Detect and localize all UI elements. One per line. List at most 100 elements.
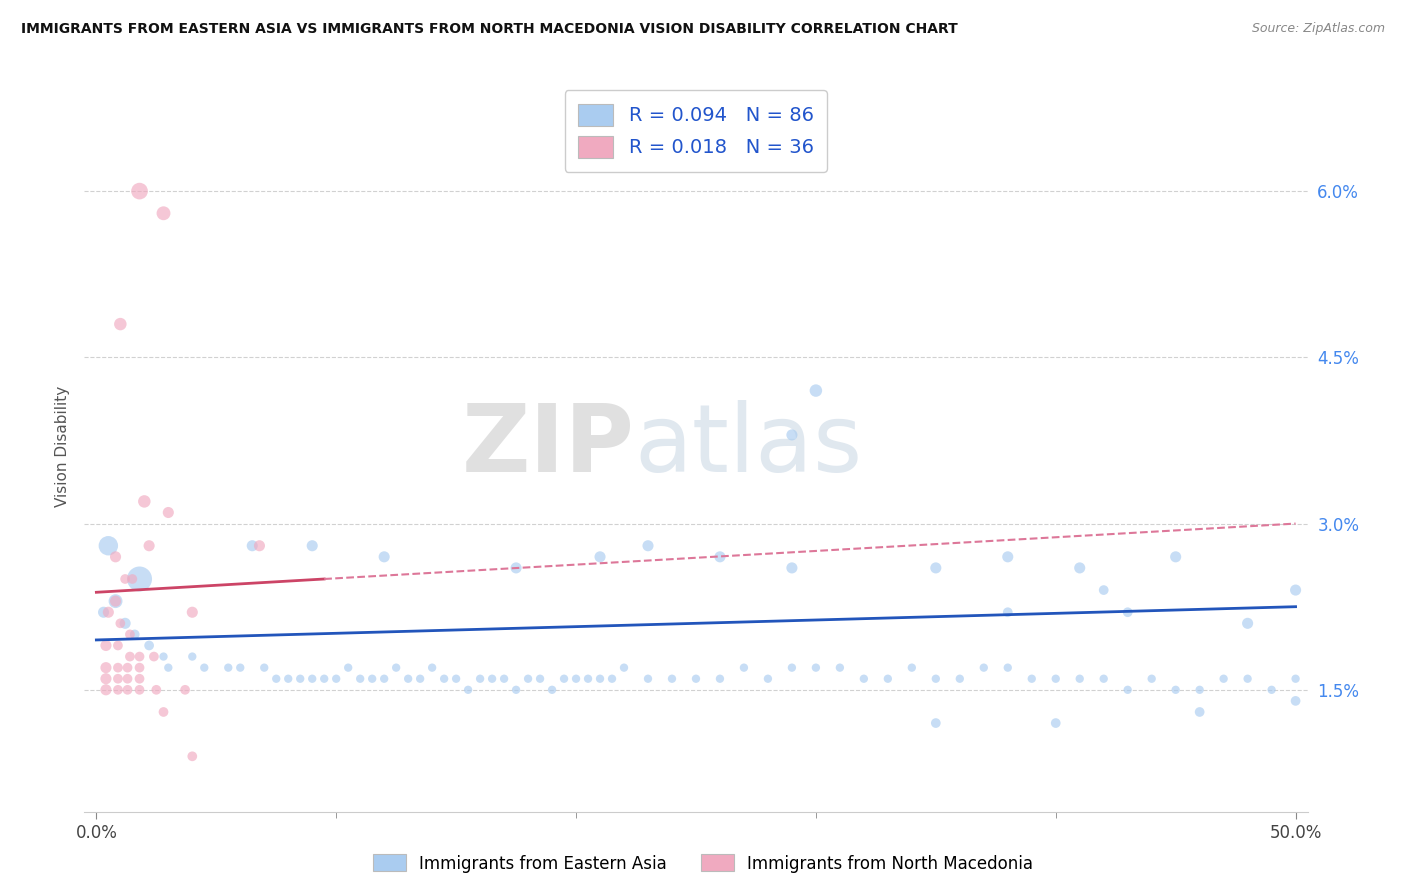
Point [240, 539, 263, 553]
Point [997, 605, 1019, 619]
Point [94, 672, 117, 686]
Point [973, 660, 995, 674]
Point [157, 506, 180, 520]
Point [107, 672, 129, 686]
Point [134, 494, 156, 508]
Point [852, 672, 875, 686]
Point [637, 539, 659, 553]
Point [104, 594, 127, 608]
Point [444, 672, 467, 686]
Point [589, 672, 612, 686]
Point [733, 660, 755, 674]
Point [107, 639, 129, 653]
Point [529, 672, 551, 686]
Text: atlas: atlas [636, 400, 863, 492]
Point [433, 672, 456, 686]
Point [804, 660, 827, 674]
Point [128, 649, 150, 664]
Point [128, 672, 150, 686]
Point [1116, 682, 1139, 697]
Point [1069, 672, 1091, 686]
Point [925, 672, 948, 686]
Point [121, 572, 143, 586]
Point [1284, 583, 1306, 598]
Point [1116, 605, 1139, 619]
Point [301, 672, 323, 686]
Point [181, 605, 204, 619]
Point [1164, 549, 1187, 564]
Point [828, 660, 851, 674]
Point [804, 384, 827, 398]
Point [481, 672, 503, 686]
Point [193, 660, 215, 674]
Point [229, 660, 252, 674]
Point [1045, 672, 1067, 686]
Legend: Immigrants from Eastern Asia, Immigrants from North Macedonia: Immigrants from Eastern Asia, Immigrants… [366, 847, 1040, 880]
Text: Source: ZipAtlas.com: Source: ZipAtlas.com [1251, 22, 1385, 36]
Point [128, 184, 150, 198]
Point [174, 682, 197, 697]
Text: ZIP: ZIP [463, 400, 636, 492]
Point [97, 539, 120, 553]
Point [637, 672, 659, 686]
Point [138, 539, 160, 553]
Point [457, 682, 479, 697]
Point [107, 660, 129, 674]
Point [181, 749, 204, 764]
Point [104, 594, 127, 608]
Point [373, 549, 395, 564]
Point [1021, 672, 1043, 686]
Point [361, 672, 384, 686]
Point [1236, 672, 1258, 686]
Point [142, 649, 165, 664]
Point [97, 605, 120, 619]
Legend: R = 0.094   N = 86, R = 0.018   N = 36: R = 0.094 N = 86, R = 0.018 N = 36 [565, 90, 827, 172]
Point [152, 649, 174, 664]
Point [94, 660, 117, 674]
Point [1045, 716, 1067, 731]
Point [93, 605, 115, 619]
Point [1188, 682, 1211, 697]
Point [104, 549, 127, 564]
Point [756, 672, 779, 686]
Point [925, 716, 948, 731]
Point [553, 672, 575, 686]
Point [128, 660, 150, 674]
Point [145, 682, 167, 697]
Point [613, 660, 636, 674]
Point [1236, 616, 1258, 631]
Point [117, 672, 139, 686]
Point [997, 660, 1019, 674]
Point [1260, 682, 1282, 697]
Point [117, 682, 139, 697]
Point [1284, 694, 1306, 708]
Point [114, 616, 136, 631]
Text: IMMIGRANTS FROM EASTERN ASIA VS IMMIGRANTS FROM NORTH MACEDONIA VISION DISABILIT: IMMIGRANTS FROM EASTERN ASIA VS IMMIGRAN… [21, 22, 957, 37]
Point [1212, 672, 1234, 686]
Y-axis label: Vision Disability: Vision Disability [55, 385, 70, 507]
Point [780, 561, 803, 575]
Point [1284, 672, 1306, 686]
Point [517, 672, 540, 686]
Point [94, 682, 117, 697]
Point [949, 672, 972, 686]
Point [325, 672, 347, 686]
Point [1069, 561, 1091, 575]
Point [396, 672, 419, 686]
Point [780, 660, 803, 674]
Point [118, 649, 141, 664]
Point [253, 660, 276, 674]
Point [505, 561, 527, 575]
Point [576, 672, 599, 686]
Point [600, 672, 623, 686]
Point [124, 627, 146, 641]
Point [301, 539, 323, 553]
Point [249, 539, 271, 553]
Point [505, 682, 527, 697]
Point [337, 660, 360, 674]
Point [901, 660, 924, 674]
Point [217, 660, 239, 674]
Point [138, 639, 160, 653]
Point [925, 561, 948, 575]
Point [494, 672, 516, 686]
